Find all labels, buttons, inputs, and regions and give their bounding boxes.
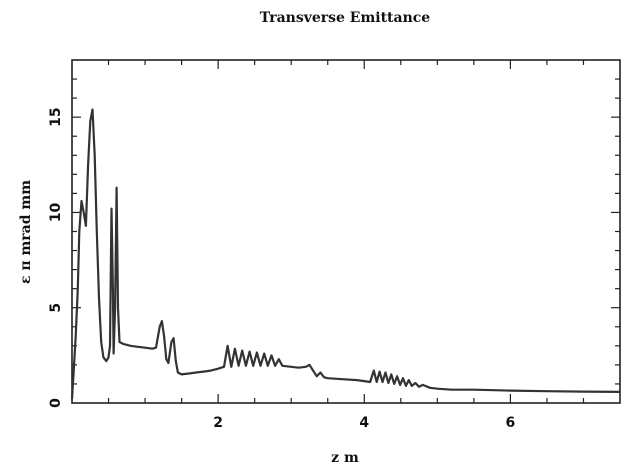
emittance-curve bbox=[70, 108, 621, 400]
x-tick-label: 4 bbox=[359, 415, 369, 431]
axis-tick-labels: 2 4 6 0 5 10 15 bbox=[48, 107, 515, 431]
x-tick-label: 6 bbox=[506, 415, 516, 431]
chart-title: Transverse Emittance bbox=[260, 10, 430, 26]
axis-ticks bbox=[72, 60, 620, 403]
x-tick-label: 2 bbox=[213, 415, 223, 431]
y-tick-label: 10 bbox=[48, 202, 64, 222]
y-tick-label: 0 bbox=[48, 398, 64, 408]
y-tick-label: 5 bbox=[48, 303, 64, 313]
y-axis-label: ε π mrad mm bbox=[18, 180, 34, 284]
x-axis-label: z m bbox=[331, 450, 359, 466]
y-tick-label: 15 bbox=[48, 107, 64, 126]
plot-frame bbox=[71, 59, 621, 404]
